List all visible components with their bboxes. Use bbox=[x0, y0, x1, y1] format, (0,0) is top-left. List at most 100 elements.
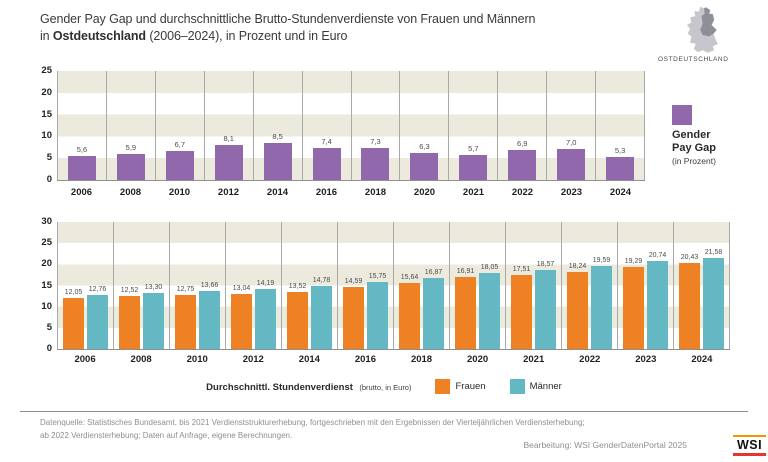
bar-with-label: 16,87 bbox=[423, 269, 444, 349]
year-group: 12,75 13,66 bbox=[170, 222, 226, 349]
bar bbox=[567, 272, 588, 349]
year-label: 2021 bbox=[523, 354, 545, 365]
germany-map-icon bbox=[656, 6, 752, 54]
bar-value-label: 21,58 bbox=[704, 249, 723, 256]
bar-with-label: 18,24 bbox=[567, 263, 588, 349]
bar-with-label: 13,04 bbox=[231, 285, 252, 349]
bar bbox=[606, 157, 635, 180]
year-group: 5,3 bbox=[596, 71, 646, 180]
y-axis-tick: 30 bbox=[41, 215, 52, 227]
year-label: 2006 bbox=[70, 187, 93, 198]
bar bbox=[214, 145, 243, 180]
bar bbox=[679, 263, 700, 349]
year-label: 2018 bbox=[364, 187, 387, 198]
bar-with-label: 14,19 bbox=[255, 280, 276, 349]
bar-with-label: 18,57 bbox=[535, 261, 556, 349]
bar-value-label: 18,57 bbox=[536, 261, 555, 268]
bar-value-label: 19,59 bbox=[592, 257, 611, 264]
gpg-plot-area: 5,6 5,9 6,7 8,1 8,5 7,4 7,3 6,3 5,7 6,9 7,0 5,3 bbox=[57, 71, 646, 181]
bar-value-label: 14,19 bbox=[256, 280, 275, 287]
bar-value-label: 16,91 bbox=[456, 268, 475, 275]
year-group: 5,9 bbox=[107, 71, 156, 180]
bar bbox=[119, 296, 140, 349]
y-axis-tick: 5 bbox=[46, 152, 52, 164]
bar-with-label: 5,9 bbox=[116, 143, 145, 180]
bar bbox=[623, 267, 644, 349]
bar-with-label: 19,29 bbox=[623, 258, 644, 349]
year-group: 14,59 15,75 bbox=[338, 222, 394, 349]
bar bbox=[459, 155, 488, 180]
bar bbox=[511, 275, 532, 349]
bar bbox=[165, 151, 194, 180]
region-label: OSTDEUTSCHLAND bbox=[658, 56, 729, 63]
bar bbox=[312, 148, 341, 180]
year-group: 15,64 16,87 bbox=[394, 222, 450, 349]
bar-value-label: 13,66 bbox=[200, 282, 219, 289]
y-axis-tick: 20 bbox=[41, 86, 52, 98]
year-group: 7,4 bbox=[303, 71, 352, 180]
bar bbox=[399, 283, 420, 349]
year-group: 6,3 bbox=[400, 71, 450, 180]
gpg-y-axis: 25 20 15 10 5 0 bbox=[20, 65, 52, 185]
bar bbox=[67, 156, 96, 180]
year-group: 5,7 bbox=[449, 71, 499, 180]
bar-with-label: 20,43 bbox=[679, 254, 700, 349]
frauen-legend-swatch bbox=[435, 378, 451, 394]
bar-value-label: 20,43 bbox=[680, 254, 699, 261]
bar-value-label: 13,04 bbox=[232, 285, 251, 292]
bar bbox=[455, 277, 476, 349]
y-axis-tick: 15 bbox=[41, 279, 52, 291]
legend-item-maenner: Männer bbox=[509, 378, 562, 394]
bar-value-label: 6,7 bbox=[174, 140, 186, 149]
bar bbox=[479, 273, 500, 349]
bar bbox=[199, 291, 220, 349]
year-label: 2023 bbox=[635, 354, 657, 365]
bar-value-label: 6,3 bbox=[419, 142, 430, 151]
maenner-legend-swatch bbox=[509, 378, 525, 394]
bar-value-label: 6,9 bbox=[517, 139, 528, 148]
year-label: 2020 bbox=[413, 187, 436, 198]
earnings-legend: Durchschnittl. Stundenverdienst (brutto,… bbox=[0, 377, 768, 395]
bar-value-label: 16,87 bbox=[424, 269, 443, 276]
earnings-legend-title-text: Durchschnittl. Stundenverdienst bbox=[206, 382, 353, 393]
data-source-line2: ab 2022 Verdiensterhebung; Daten auf Anf… bbox=[40, 430, 293, 440]
bar-value-label: 8,1 bbox=[223, 134, 234, 143]
year-group: 20,43 21,58 bbox=[674, 222, 730, 349]
bar-value-label: 7,4 bbox=[321, 137, 332, 146]
bar-value-label: 18,05 bbox=[480, 264, 499, 271]
bar-with-label: 15,75 bbox=[367, 273, 388, 349]
page-title: Gender Pay Gap und durchschnittliche Bru… bbox=[40, 11, 640, 45]
bar-value-label: 5,7 bbox=[468, 144, 479, 153]
year-group: 5,6 bbox=[58, 71, 107, 180]
bar bbox=[591, 266, 612, 349]
bar bbox=[175, 295, 196, 349]
bar-with-label: 12,52 bbox=[119, 287, 140, 349]
title-line1: Gender Pay Gap und durchschnittliche Bru… bbox=[40, 12, 536, 26]
bar bbox=[231, 294, 252, 349]
bar-value-label: 19,29 bbox=[624, 258, 643, 265]
bar-with-label: 19,59 bbox=[591, 257, 612, 349]
bar-with-label: 6,7 bbox=[165, 140, 194, 180]
bar bbox=[343, 287, 364, 349]
bar bbox=[508, 150, 537, 180]
footer-divider bbox=[20, 411, 748, 412]
bar-with-label: 13,30 bbox=[143, 284, 164, 349]
bar-with-label: 7,4 bbox=[312, 137, 341, 180]
bar bbox=[63, 298, 84, 349]
year-label: 2008 bbox=[119, 187, 142, 198]
bar-with-label: 21,58 bbox=[703, 249, 724, 349]
data-source-line1: Datenquelle: Statistisches Bundesamt, bi… bbox=[40, 418, 585, 427]
y-axis-tick: 20 bbox=[41, 258, 52, 270]
bar bbox=[647, 261, 668, 349]
y-axis-tick: 0 bbox=[46, 342, 52, 354]
y-axis-tick: 5 bbox=[46, 321, 52, 333]
year-label: 2006 bbox=[74, 354, 96, 365]
year-group: 17,51 18,57 bbox=[506, 222, 562, 349]
bar-with-label: 13,66 bbox=[199, 282, 220, 349]
gpg-x-axis: 2006 2008 2010 2012 2014 2016 2018 2020 2021 2022… bbox=[57, 187, 645, 201]
bar-value-label: 15,64 bbox=[400, 274, 419, 281]
bar bbox=[557, 149, 586, 180]
bar-with-label: 5,6 bbox=[67, 145, 96, 180]
year-group: 6,7 bbox=[156, 71, 205, 180]
year-label: 2012 bbox=[242, 354, 264, 365]
